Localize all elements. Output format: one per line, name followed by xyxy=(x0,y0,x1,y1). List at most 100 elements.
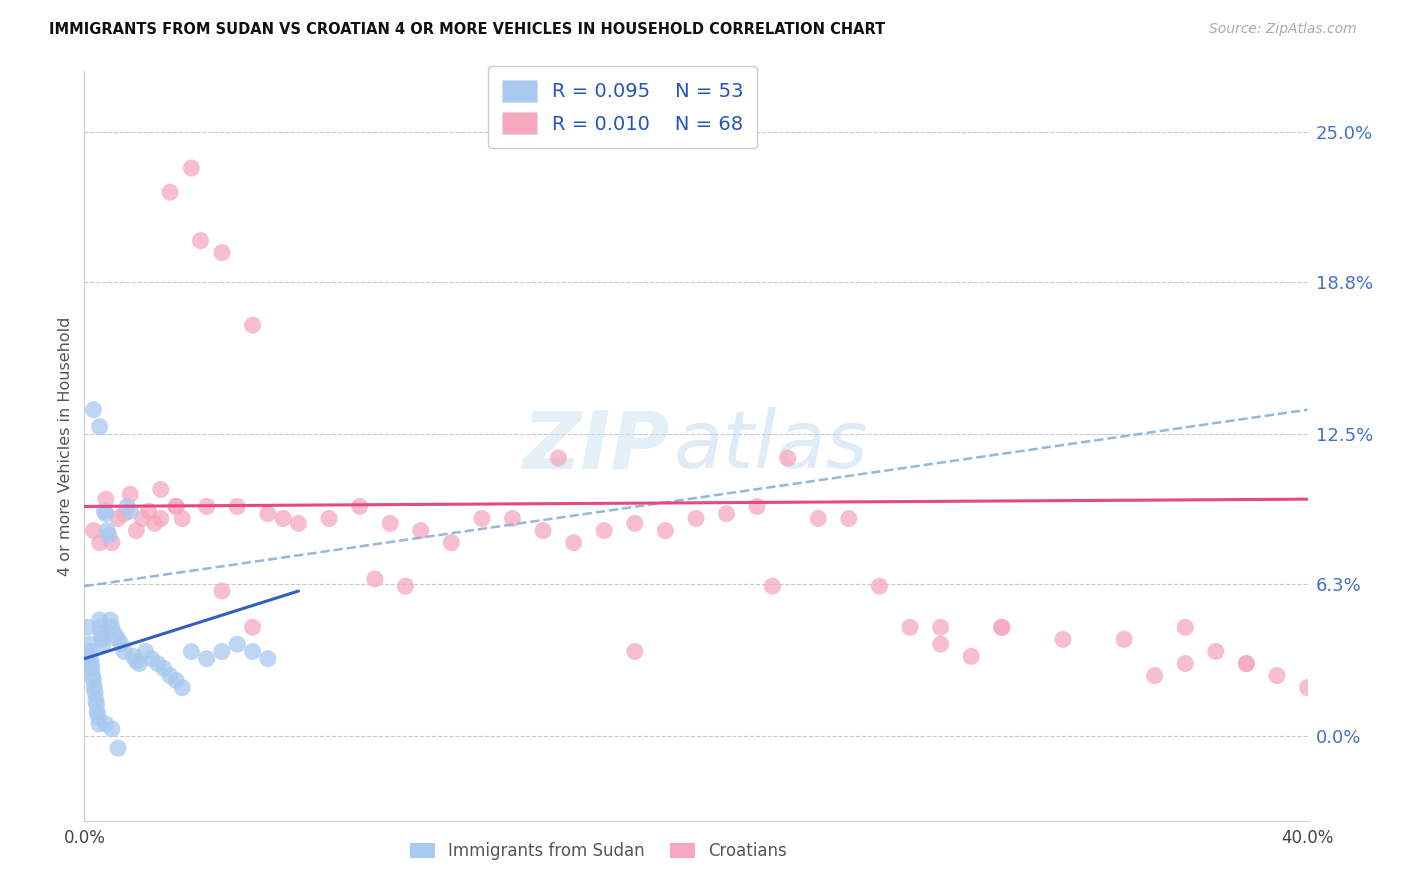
Point xyxy=(190,234,212,248)
Point xyxy=(122,649,145,664)
Point xyxy=(89,613,111,627)
Point xyxy=(531,524,554,538)
Point xyxy=(89,535,111,549)
Y-axis label: 4 or more Vehicles in Household: 4 or more Vehicles in Household xyxy=(58,317,73,575)
Point xyxy=(716,507,738,521)
Point xyxy=(1265,668,1288,682)
Point xyxy=(165,500,187,514)
Point xyxy=(149,511,172,525)
Point xyxy=(807,511,830,525)
Point xyxy=(101,722,124,736)
Point xyxy=(364,572,387,586)
Point xyxy=(211,245,233,260)
Point xyxy=(349,500,371,514)
Point xyxy=(112,507,135,521)
Point xyxy=(898,620,921,634)
Point xyxy=(153,661,176,675)
Text: ZIP: ZIP xyxy=(522,407,669,485)
Point xyxy=(257,651,280,665)
Point xyxy=(624,516,647,531)
Point xyxy=(94,717,117,731)
Point xyxy=(242,644,264,658)
Point xyxy=(146,657,169,671)
Point xyxy=(77,637,100,651)
Point xyxy=(257,507,280,521)
Point xyxy=(91,637,114,651)
Point xyxy=(94,492,117,507)
Legend: Immigrants from Sudan, Croatians: Immigrants from Sudan, Croatians xyxy=(401,834,794,869)
Point xyxy=(654,524,676,538)
Point xyxy=(101,535,124,549)
Point xyxy=(211,644,233,658)
Point xyxy=(624,644,647,658)
Point xyxy=(141,651,163,665)
Point xyxy=(83,673,105,688)
Point xyxy=(80,657,103,671)
Point xyxy=(172,681,194,695)
Text: Source: ZipAtlas.com: Source: ZipAtlas.com xyxy=(1209,22,1357,37)
Point xyxy=(991,620,1014,634)
Point xyxy=(107,741,129,756)
Point xyxy=(1114,632,1136,647)
Point xyxy=(91,632,114,647)
Point xyxy=(96,524,118,538)
Point xyxy=(685,511,707,525)
Point xyxy=(1174,657,1197,671)
Point xyxy=(107,632,129,647)
Point xyxy=(107,511,129,525)
Point xyxy=(128,657,150,671)
Point xyxy=(83,524,105,538)
Point xyxy=(93,504,115,518)
Point xyxy=(101,620,124,634)
Point xyxy=(211,584,233,599)
Point xyxy=(165,500,187,514)
Point xyxy=(287,516,309,531)
Point xyxy=(125,524,148,538)
Point xyxy=(226,637,249,651)
Point xyxy=(110,637,132,651)
Point xyxy=(547,451,569,466)
Point xyxy=(1174,620,1197,634)
Point xyxy=(502,511,524,525)
Point xyxy=(1236,657,1258,671)
Point xyxy=(409,524,432,538)
Point xyxy=(1052,632,1074,647)
Point xyxy=(440,535,463,549)
Text: IMMIGRANTS FROM SUDAN VS CROATIAN 4 OR MORE VEHICLES IN HOUSEHOLD CORRELATION CH: IMMIGRANTS FROM SUDAN VS CROATIAN 4 OR M… xyxy=(49,22,886,37)
Point xyxy=(318,511,340,525)
Point xyxy=(180,644,202,658)
Point xyxy=(104,627,127,641)
Point xyxy=(869,579,891,593)
Point xyxy=(1296,681,1319,695)
Point xyxy=(94,507,117,521)
Point xyxy=(380,516,402,531)
Point xyxy=(195,500,218,514)
Point xyxy=(165,673,187,688)
Point xyxy=(1143,668,1166,682)
Point xyxy=(776,451,799,466)
Point xyxy=(79,644,101,658)
Point xyxy=(747,500,769,514)
Point xyxy=(242,318,264,333)
Point xyxy=(149,483,172,497)
Point xyxy=(172,511,194,525)
Point xyxy=(138,504,160,518)
Point xyxy=(87,709,110,723)
Point xyxy=(960,649,983,664)
Point xyxy=(242,620,264,634)
Text: atlas: atlas xyxy=(673,407,869,485)
Point xyxy=(135,644,157,658)
Point xyxy=(76,620,98,634)
Point xyxy=(90,627,112,641)
Point xyxy=(89,419,111,434)
Point xyxy=(125,654,148,668)
Point xyxy=(271,511,294,525)
Point xyxy=(120,504,142,518)
Point xyxy=(838,511,860,525)
Point xyxy=(82,668,104,682)
Point xyxy=(143,516,166,531)
Point xyxy=(226,500,249,514)
Point xyxy=(131,511,153,525)
Point xyxy=(80,661,103,675)
Point xyxy=(79,651,101,665)
